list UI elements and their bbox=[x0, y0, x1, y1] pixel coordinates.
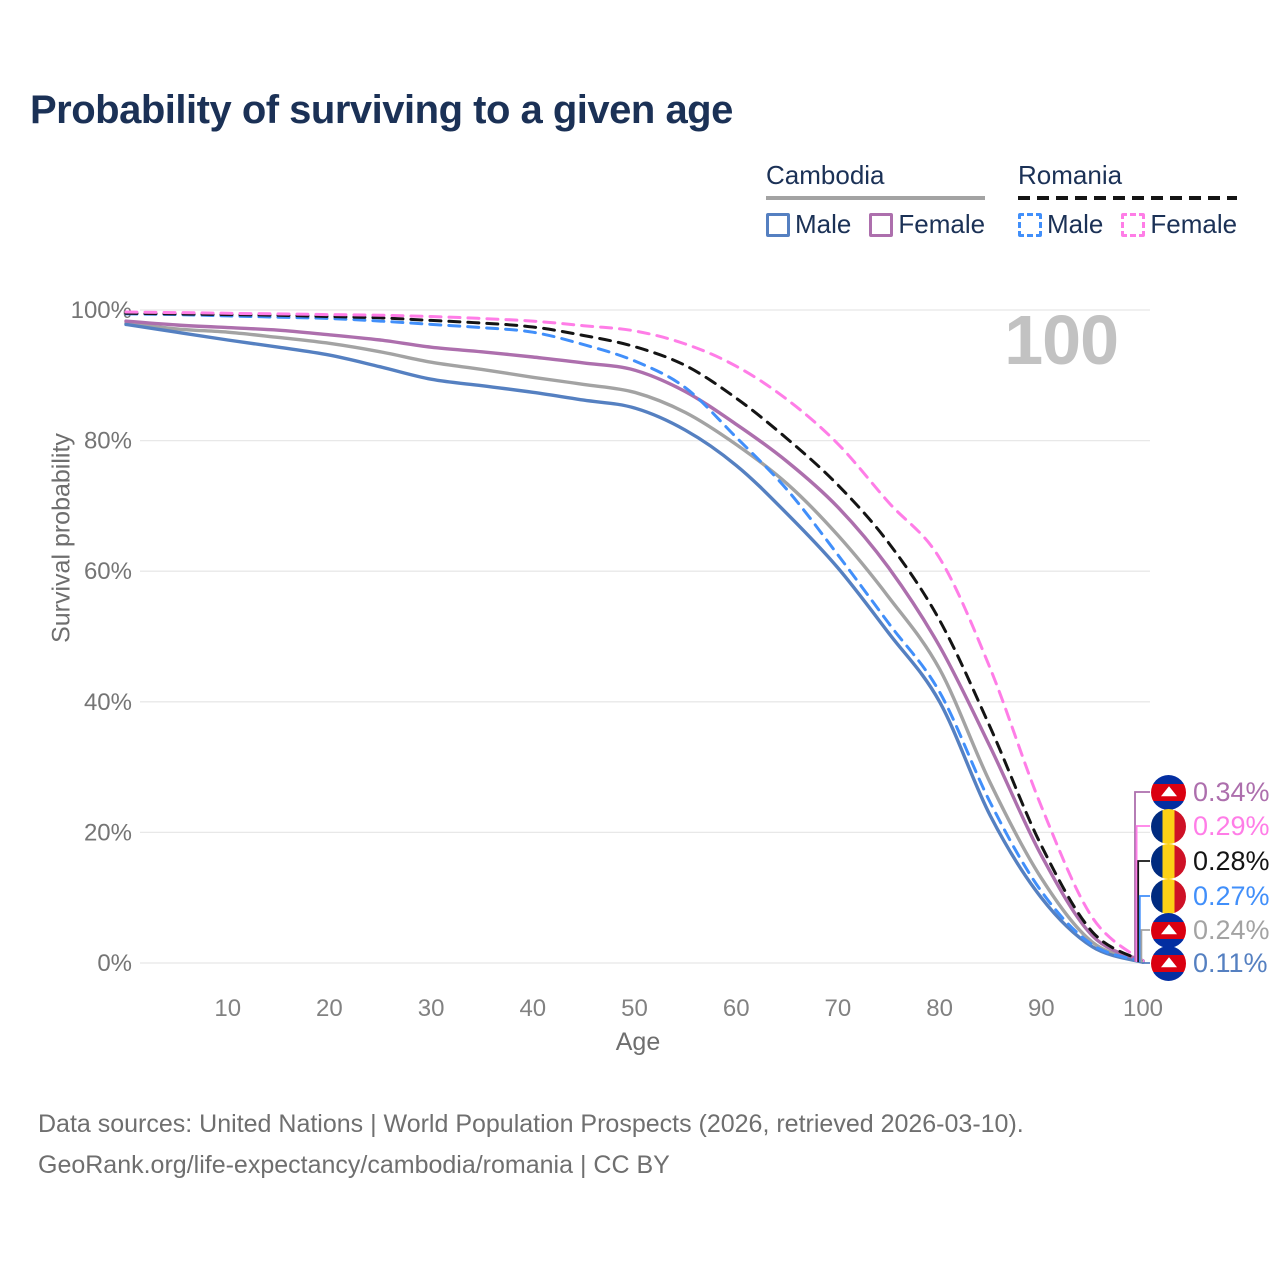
legend-item-label: Male bbox=[1047, 209, 1104, 239]
x-tick-label: 60 bbox=[723, 995, 750, 1022]
y-tick-label: 40% bbox=[84, 689, 132, 716]
x-tick-label: 80 bbox=[926, 995, 953, 1022]
endpoint-leader-line bbox=[1142, 962, 1150, 964]
legend-swatch-cambodia-male[interactable] bbox=[766, 212, 790, 237]
y-tick-label: 100% bbox=[71, 297, 132, 324]
attribution-footer: Data sources: United Nations | World Pop… bbox=[38, 1104, 1024, 1186]
y-tick-label: 60% bbox=[84, 558, 132, 585]
age-counter-annotation: 100 bbox=[1004, 301, 1119, 379]
legend-item-label: Female bbox=[1150, 209, 1238, 239]
cambodia-flag-icon bbox=[1151, 945, 1186, 981]
legend-item-label: Male bbox=[795, 209, 852, 239]
endpoint-value: 0.34% bbox=[1193, 776, 1270, 807]
legend-item-romania-male[interactable]: Male bbox=[1018, 209, 1103, 240]
y-tick-label: 80% bbox=[84, 428, 132, 455]
endpoint-label-cambodia-male: 0.11% bbox=[1151, 945, 1268, 981]
legend-country-romania: Romania bbox=[1018, 160, 1123, 190]
series-line-romania_all bbox=[124, 311, 1145, 963]
legend-item-cambodia-female[interactable]: Female bbox=[869, 209, 985, 240]
page-title: Probability of surviving to a given age bbox=[30, 88, 733, 132]
romania-flag-icon bbox=[1151, 878, 1186, 914]
legend-country-cambodia: Cambodia bbox=[766, 160, 885, 190]
x-axis-title: Age bbox=[615, 1028, 661, 1056]
x-tick-label: 100 bbox=[1123, 995, 1163, 1022]
cambodia-flag-icon bbox=[1151, 774, 1186, 810]
endpoint-value: 0.28% bbox=[1193, 845, 1270, 876]
source-url-line: GeoRank.org/life-expectancy/cambodia/rom… bbox=[38, 1151, 670, 1179]
x-tick-label: 90 bbox=[1028, 995, 1055, 1022]
legend-swatch-romania-female[interactable] bbox=[1121, 212, 1146, 237]
legend-item-romania-female[interactable]: Female bbox=[1121, 209, 1237, 240]
legend-group-romania: Romania Male Female bbox=[1018, 160, 1238, 240]
series-line-cambodia_male bbox=[124, 322, 1145, 964]
x-tick-label: 20 bbox=[316, 995, 343, 1022]
romania-flag-icon bbox=[1151, 843, 1186, 879]
cambodia-flag-icon bbox=[1151, 912, 1186, 948]
x-tick-label: 70 bbox=[825, 995, 852, 1022]
legend-item-cambodia-male[interactable]: Male bbox=[766, 209, 851, 240]
endpoint-label-romania-female: 0.29% bbox=[1151, 808, 1270, 844]
legend-item-label: Female bbox=[898, 209, 986, 239]
data-sources-line: Data sources: United Nations | World Pop… bbox=[38, 1110, 1024, 1138]
endpoint-value: 0.29% bbox=[1193, 810, 1270, 841]
endpoint-label-romania-all: 0.28% bbox=[1151, 843, 1270, 879]
legend-swatch-cambodia-female[interactable] bbox=[869, 212, 894, 237]
endpoint-value: 0.24% bbox=[1193, 914, 1270, 945]
romania-flag-icon bbox=[1151, 808, 1186, 844]
series-line-cambodia_female bbox=[124, 319, 1145, 963]
endpoint-leader-line bbox=[1140, 929, 1150, 963]
y-tick-label: 20% bbox=[84, 819, 132, 846]
series-line-cambodia_all bbox=[124, 321, 1145, 964]
endpoint-value: 0.11% bbox=[1193, 947, 1268, 978]
endpoint-label-romania-male: 0.27% bbox=[1151, 878, 1270, 914]
y-tick-label: 0% bbox=[97, 950, 132, 977]
endpoint-label-cambodia-female: 0.34% bbox=[1151, 774, 1270, 810]
x-tick-label: 50 bbox=[621, 995, 648, 1022]
x-tick-label: 40 bbox=[519, 995, 546, 1022]
endpoint-label-cambodia-all: 0.24% bbox=[1151, 912, 1270, 948]
legend-group-cambodia: Cambodia Male Female bbox=[766, 160, 986, 240]
y-axis-title: Survival probability bbox=[47, 433, 76, 643]
x-tick-label: 10 bbox=[214, 995, 241, 1022]
x-tick-label: 30 bbox=[418, 995, 445, 1022]
endpoint-value: 0.27% bbox=[1193, 880, 1270, 911]
series-line-romania_male bbox=[124, 312, 1145, 963]
series-line-romania_female bbox=[124, 310, 1145, 963]
legend-swatch-romania-male[interactable] bbox=[1018, 212, 1042, 237]
legend-line-sample-cambodia bbox=[766, 196, 986, 200]
legend-line-sample-romania bbox=[1018, 196, 1238, 200]
